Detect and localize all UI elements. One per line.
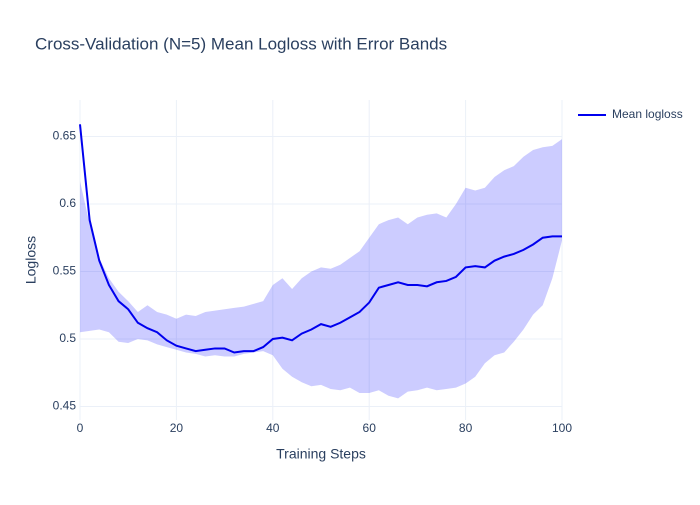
chart-title: Cross-Validation (N=5) Mean Logloss with… <box>35 34 447 53</box>
x-tick-label: 40 <box>266 421 280 435</box>
x-tick-label: 80 <box>459 421 473 435</box>
x-tick-label: 0 <box>77 421 84 435</box>
x-axis-title: Training Steps <box>276 446 366 462</box>
y-tick-label: 0.5 <box>59 331 76 345</box>
y-axis-title: Logloss <box>23 236 39 284</box>
y-tick-label: 0.55 <box>53 264 77 278</box>
x-tick-label: 100 <box>552 421 572 435</box>
y-tick-label: 0.6 <box>59 196 76 210</box>
error-band <box>80 139 562 399</box>
legend-label: Mean logloss <box>612 107 683 121</box>
x-tick-label: 20 <box>170 421 184 435</box>
y-tick-label: 0.65 <box>53 129 77 143</box>
y-tick-label: 0.45 <box>53 399 77 413</box>
line <box>79 124 562 354</box>
x-tick-label: 60 <box>363 421 377 435</box>
